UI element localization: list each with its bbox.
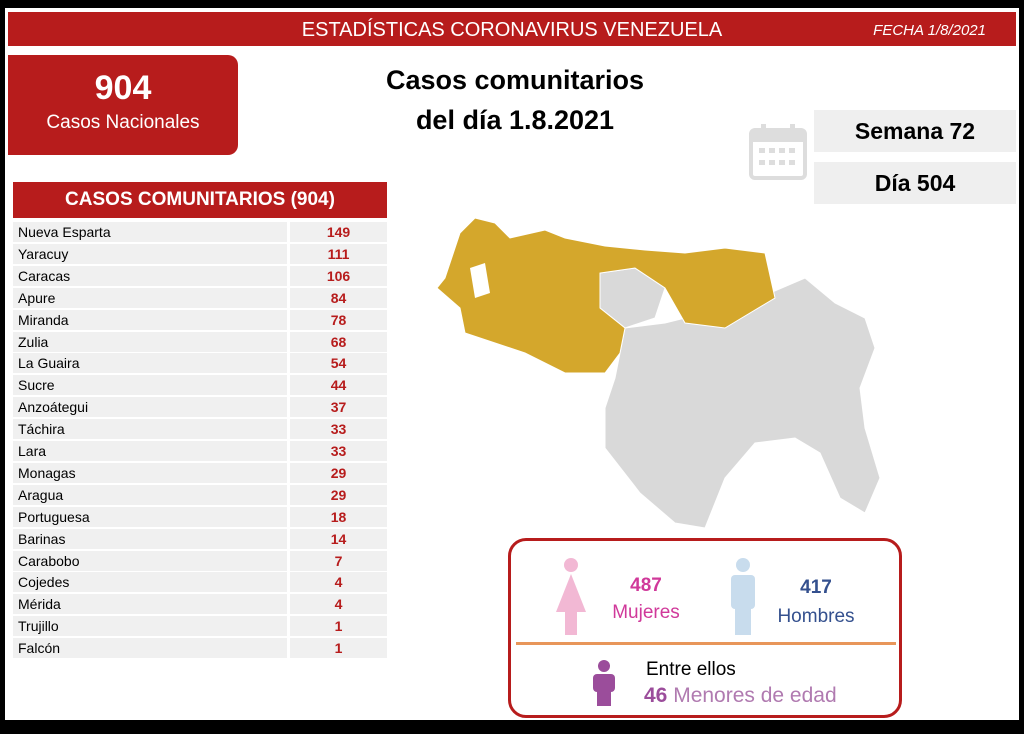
headline-line1: Casos comunitarios [385, 65, 645, 95]
state-cases: 33 [290, 419, 387, 440]
state-cases: 4 [290, 572, 387, 593]
state-name: Lara [13, 441, 287, 461]
national-box: 904 Casos Nacionales [8, 55, 238, 155]
state-name: Táchira [13, 419, 287, 440]
state-name: La Guaira [13, 353, 287, 374]
header-bar: ESTADÍSTICAS CORONAVIRUS VENEZUELA FECHA… [8, 12, 1016, 46]
state-cases: 7 [290, 550, 387, 571]
male-icon [731, 558, 755, 635]
state-name: Carabobo [13, 550, 287, 571]
men-value: 417 [800, 577, 832, 598]
table-title: CASOS COMUNITARIOS (904) [13, 182, 387, 218]
state-name: Monagas [13, 462, 287, 483]
state-name: Portuguesa [13, 506, 287, 527]
state-name: Falcón [13, 638, 287, 659]
state-name: Cojedes [13, 572, 287, 593]
state-name: Zulia [13, 331, 287, 352]
women-value: 487 [630, 575, 662, 596]
infographic: ESTADÍSTICAS CORONAVIRUS VENEZUELA FECHA… [5, 8, 1019, 720]
week: Semana 72 [814, 110, 1016, 152]
state-name: Yaracuy [13, 243, 287, 264]
state-cases: 4 [290, 594, 387, 615]
minors-value: 46 [644, 684, 668, 707]
state-cases: 29 [290, 462, 387, 483]
state-name: Mérida [13, 594, 287, 615]
state-cases: 1 [290, 616, 387, 637]
header-title: ESTADÍSTICAS CORONAVIRUS VENEZUELA [301, 19, 723, 41]
state-cases: 37 [290, 397, 387, 418]
divider [516, 642, 896, 645]
state-cases: 106 [290, 265, 387, 286]
state-name: Caracas [13, 265, 287, 286]
demographics-box: 487 Mujeres 417 Hombres Entre ellos 46 M… [508, 538, 902, 718]
state-name: Sucre [13, 375, 287, 396]
national-label: Casos Nacionales [46, 112, 200, 133]
men-label: Hombres [777, 606, 855, 627]
state-cases: 1 [290, 638, 387, 659]
minors: 46 Menores de edad [644, 684, 837, 708]
state-cases: 14 [290, 528, 387, 549]
state-name: Anzoátegui [13, 397, 287, 418]
state-name: Apure [13, 287, 287, 308]
national-total: 904 [94, 69, 152, 107]
calendar-icon [749, 124, 807, 180]
minors-intro: Entre ellos [646, 659, 736, 680]
headline: Casos comunitarios del día 1.8.2021 [305, 60, 725, 140]
state-name: Aragua [13, 484, 287, 505]
state-cases: 111 [290, 243, 387, 264]
state-cases: 149 [290, 222, 387, 242]
day: Día 504 [814, 162, 1016, 204]
state-name: Trujillo [13, 616, 287, 637]
state-cases: 29 [290, 484, 387, 505]
map [436, 217, 881, 529]
state-cases: 44 [290, 375, 387, 396]
state-name: Nueva Esparta [13, 222, 287, 242]
female-icon [556, 558, 586, 635]
state-name: Barinas [13, 528, 287, 549]
state-cases: 68 [290, 331, 387, 352]
state-cases: 18 [290, 506, 387, 527]
women-label: Mujeres [612, 602, 680, 623]
state-name: Miranda [13, 309, 287, 330]
header-date: FECHA 1/8/2021 [873, 22, 986, 39]
minors-label: Menores de edad [673, 684, 837, 707]
state-cases: 78 [290, 309, 387, 330]
state-cases: 33 [290, 441, 387, 461]
state-cases: 84 [290, 287, 387, 308]
child-icon [593, 660, 615, 706]
headline-line2: del día 1.8.2021 [415, 105, 615, 135]
state-cases: 54 [290, 353, 387, 374]
